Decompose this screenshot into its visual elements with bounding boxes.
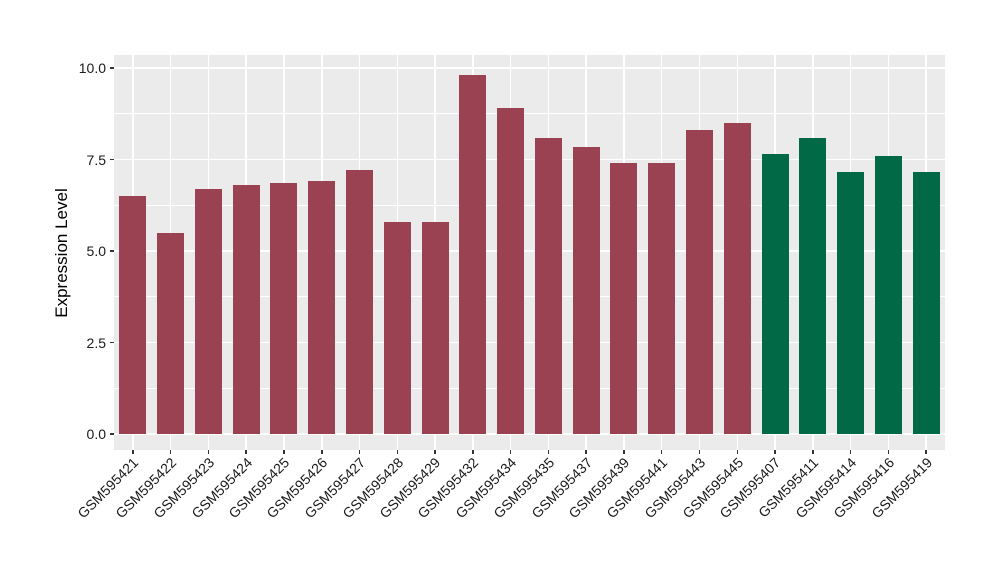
x-tick-mark — [887, 450, 890, 454]
x-tick-mark — [585, 450, 587, 454]
x-tick-label: GSM595427 — [301, 454, 369, 522]
x-tick-mark — [358, 450, 361, 454]
x-tick-mark — [812, 450, 814, 454]
x-tick-label: GSM595434 — [452, 454, 520, 522]
y-axis-title: Expression Level — [52, 187, 71, 318]
x-tick-mark — [774, 450, 776, 454]
bar-GSM595428 — [383, 221, 411, 434]
x-tick-label: GSM595407 — [716, 454, 784, 522]
plot-panel — [114, 55, 945, 450]
y-gridline-minor — [114, 113, 945, 115]
x-tick-label: GSM595439 — [565, 454, 633, 522]
x-tick-label: GSM595411 — [755, 454, 822, 521]
x-tick-label: GSM595425 — [225, 454, 293, 522]
bar-GSM595439 — [610, 163, 638, 434]
bar-GSM595424 — [232, 185, 260, 434]
bar-GSM595422 — [157, 232, 185, 434]
x-tick-mark — [849, 450, 852, 454]
y-tick-label: 7.5 — [86, 151, 106, 168]
bar-GSM595407 — [761, 154, 789, 434]
y-tick-label: 2.5 — [86, 334, 106, 351]
x-tick-mark — [207, 450, 210, 454]
bars-layer — [114, 55, 945, 450]
bar-GSM595437 — [572, 146, 600, 434]
bar-GSM595432 — [459, 75, 487, 434]
bar-GSM595421 — [119, 196, 147, 434]
bar-GSM595411 — [799, 137, 827, 434]
bar-GSM595435 — [534, 137, 562, 434]
y-tick-label: 0.0 — [86, 426, 106, 442]
x-tick-label: GSM595429 — [376, 454, 444, 522]
y-gridline-major — [114, 158, 945, 161]
bar-GSM595427 — [346, 170, 374, 434]
x-tick-label: GSM595421 — [74, 454, 142, 522]
x-tick-label: GSM595426 — [263, 454, 331, 522]
x-tick-mark — [245, 450, 247, 454]
x-tick-label: GSM595422 — [112, 454, 180, 522]
x-tick-mark — [283, 450, 285, 454]
x-tick-mark — [169, 450, 172, 454]
x-tick-mark — [698, 450, 701, 454]
x-tick-mark — [132, 450, 134, 454]
x-tick-mark — [736, 450, 738, 454]
y-gridline-minor — [114, 387, 945, 389]
x-tick-label: GSM595441 — [603, 454, 671, 522]
x-tick-label: GSM595414 — [792, 454, 860, 522]
y-gridline-major — [114, 433, 945, 435]
x-tick-label: GSM595432 — [414, 454, 482, 522]
x-tick-mark — [434, 450, 436, 454]
bar-GSM595434 — [497, 108, 525, 434]
y-gridline-minor — [114, 296, 945, 298]
x-tick-mark — [623, 450, 625, 454]
bar-GSM595443 — [685, 130, 713, 434]
y-gridline-major — [114, 250, 945, 252]
x-tick-mark — [472, 450, 474, 454]
x-tick-mark — [660, 450, 663, 454]
bar-GSM595419 — [912, 172, 940, 434]
x-tick-label: GSM595424 — [187, 454, 255, 522]
bar-GSM595425 — [270, 183, 298, 434]
x-tick-label: GSM595445 — [679, 454, 746, 522]
y-gridline-major — [114, 341, 945, 344]
bar-GSM595423 — [194, 188, 222, 434]
bar-GSM595414 — [837, 172, 865, 434]
y-gridline-minor — [114, 204, 945, 206]
x-tick-mark — [925, 450, 927, 454]
bar-GSM595445 — [723, 122, 751, 434]
x-tick-label: GSM595437 — [527, 454, 595, 522]
x-tick-label: GSM595419 — [867, 454, 935, 522]
horizontal-gridlines — [114, 55, 945, 450]
x-tick-label: GSM595443 — [641, 454, 709, 522]
x-tick-label: GSM595428 — [339, 454, 406, 522]
bar-GSM595441 — [648, 163, 676, 434]
y-tick-label: 10.0 — [78, 60, 106, 76]
bar-GSM595426 — [308, 181, 336, 434]
bar-GSM595416 — [874, 155, 902, 434]
bar-GSM595429 — [421, 221, 449, 434]
x-tick-mark — [509, 450, 512, 454]
x-tick-mark — [396, 450, 399, 454]
x-tick-mark — [321, 450, 323, 454]
x-tick-mark — [547, 450, 550, 454]
y-gridline-major — [114, 67, 945, 69]
x-tick-label: GSM595423 — [150, 454, 218, 522]
x-tick-label: GSM595416 — [830, 454, 897, 522]
x-tick-label: GSM595435 — [490, 454, 558, 522]
